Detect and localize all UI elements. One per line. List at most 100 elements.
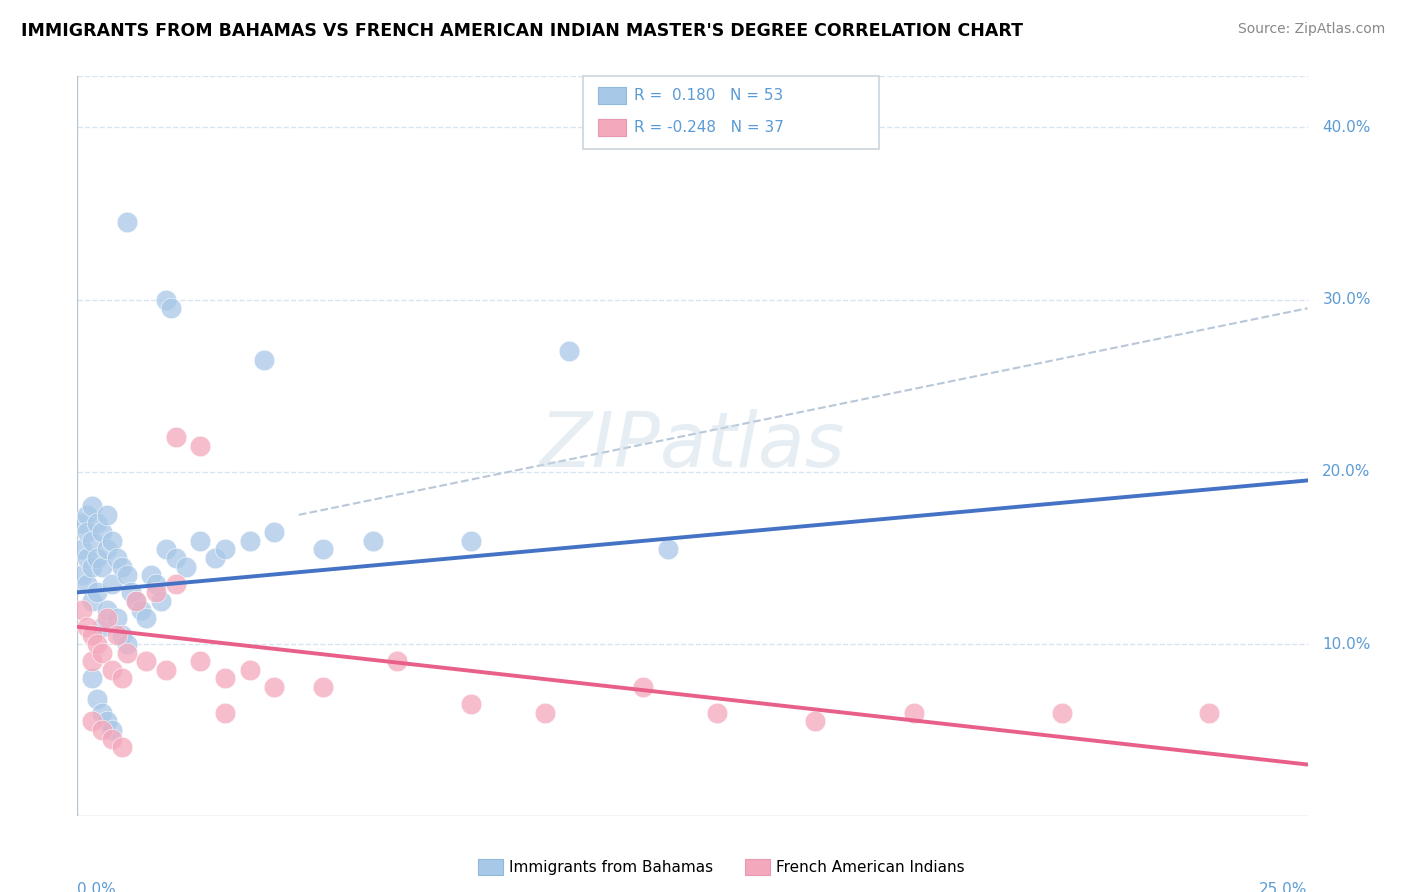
Point (96, 611, 118, 625)
Point (70, 602, 93, 616)
Point (145, 585, 167, 599)
Text: R =  0.180   N = 53: R = 0.180 N = 53 (634, 88, 783, 103)
Point (460, 698, 482, 712)
Text: French American Indians: French American Indians (776, 860, 965, 874)
Point (204, 550, 226, 565)
Point (1198, 706, 1220, 720)
Text: 10.0%: 10.0% (1323, 637, 1371, 651)
Point (111, 559, 132, 574)
Point (115, 568, 138, 582)
Point (90, 525, 114, 540)
Point (214, 672, 236, 686)
Point (115, 637, 138, 651)
Point (111, 672, 132, 686)
Point (105, 628, 128, 642)
Point (385, 654, 409, 668)
Point (135, 611, 157, 625)
Point (70, 516, 93, 531)
Point (82, 533, 104, 548)
Point (239, 663, 262, 677)
Text: IMMIGRANTS FROM BAHAMAS VS FRENCH AMERICAN INDIAN MASTER'S DEGREE CORRELATION CH: IMMIGRANTS FROM BAHAMAS VS FRENCH AMERIC… (21, 22, 1024, 40)
Point (239, 533, 262, 548)
Point (82, 594, 104, 608)
Point (111, 628, 132, 642)
Point (145, 576, 167, 591)
Point (70, 568, 93, 582)
Point (90, 620, 114, 634)
Point (105, 550, 128, 565)
Point (96, 714, 118, 729)
Point (129, 602, 153, 616)
Point (188, 654, 212, 668)
Point (706, 706, 728, 720)
Point (96, 508, 118, 522)
Point (155, 542, 177, 557)
Point (86, 585, 108, 599)
Point (657, 542, 679, 557)
Point (361, 533, 384, 548)
Point (82, 500, 104, 514)
Point (76, 620, 98, 634)
Point (101, 731, 124, 746)
Point (101, 576, 124, 591)
Point (263, 525, 285, 540)
Point (111, 740, 132, 755)
Point (534, 706, 557, 720)
Text: 25.0%: 25.0% (1260, 881, 1308, 892)
Point (141, 568, 163, 582)
Point (86, 692, 108, 706)
Point (165, 576, 187, 591)
Point (90, 706, 114, 720)
Point (125, 594, 148, 608)
Point (82, 559, 104, 574)
Point (90, 723, 114, 737)
Point (76, 508, 98, 522)
Point (101, 663, 124, 677)
Point (558, 344, 581, 359)
Point (253, 352, 276, 367)
Text: 20.0%: 20.0% (1323, 465, 1371, 479)
Point (121, 585, 143, 599)
Point (86, 550, 108, 565)
Point (804, 714, 827, 729)
Point (86, 516, 108, 531)
Point (135, 654, 157, 668)
Point (76, 550, 98, 565)
Point (263, 680, 285, 694)
Point (460, 533, 482, 548)
Point (76, 525, 98, 540)
Point (312, 542, 335, 557)
Point (90, 646, 114, 660)
Text: 0.0%: 0.0% (77, 881, 117, 892)
Point (96, 542, 118, 557)
Point (82, 672, 104, 686)
Text: 30.0%: 30.0% (1323, 293, 1371, 307)
Point (160, 301, 183, 316)
Point (1050, 706, 1073, 720)
Point (633, 680, 655, 694)
Point (165, 430, 187, 444)
Text: Immigrants from Bahamas: Immigrants from Bahamas (509, 860, 713, 874)
Text: Source: ZipAtlas.com: Source: ZipAtlas.com (1237, 22, 1385, 37)
Text: R = -0.248   N = 37: R = -0.248 N = 37 (634, 120, 785, 135)
Point (90, 559, 114, 574)
Point (86, 637, 108, 651)
Point (96, 602, 118, 616)
Point (155, 293, 177, 307)
Point (188, 439, 212, 453)
Point (101, 533, 124, 548)
Point (150, 594, 173, 608)
Point (105, 611, 128, 625)
Point (188, 533, 212, 548)
Point (312, 680, 335, 694)
Point (76, 576, 98, 591)
Point (214, 542, 236, 557)
Point (903, 706, 925, 720)
Point (82, 714, 104, 729)
Point (214, 706, 236, 720)
Text: ZIPatlas: ZIPatlas (540, 409, 845, 483)
Point (155, 663, 177, 677)
Text: 40.0%: 40.0% (1323, 120, 1371, 135)
Point (115, 215, 138, 229)
Point (70, 542, 93, 557)
